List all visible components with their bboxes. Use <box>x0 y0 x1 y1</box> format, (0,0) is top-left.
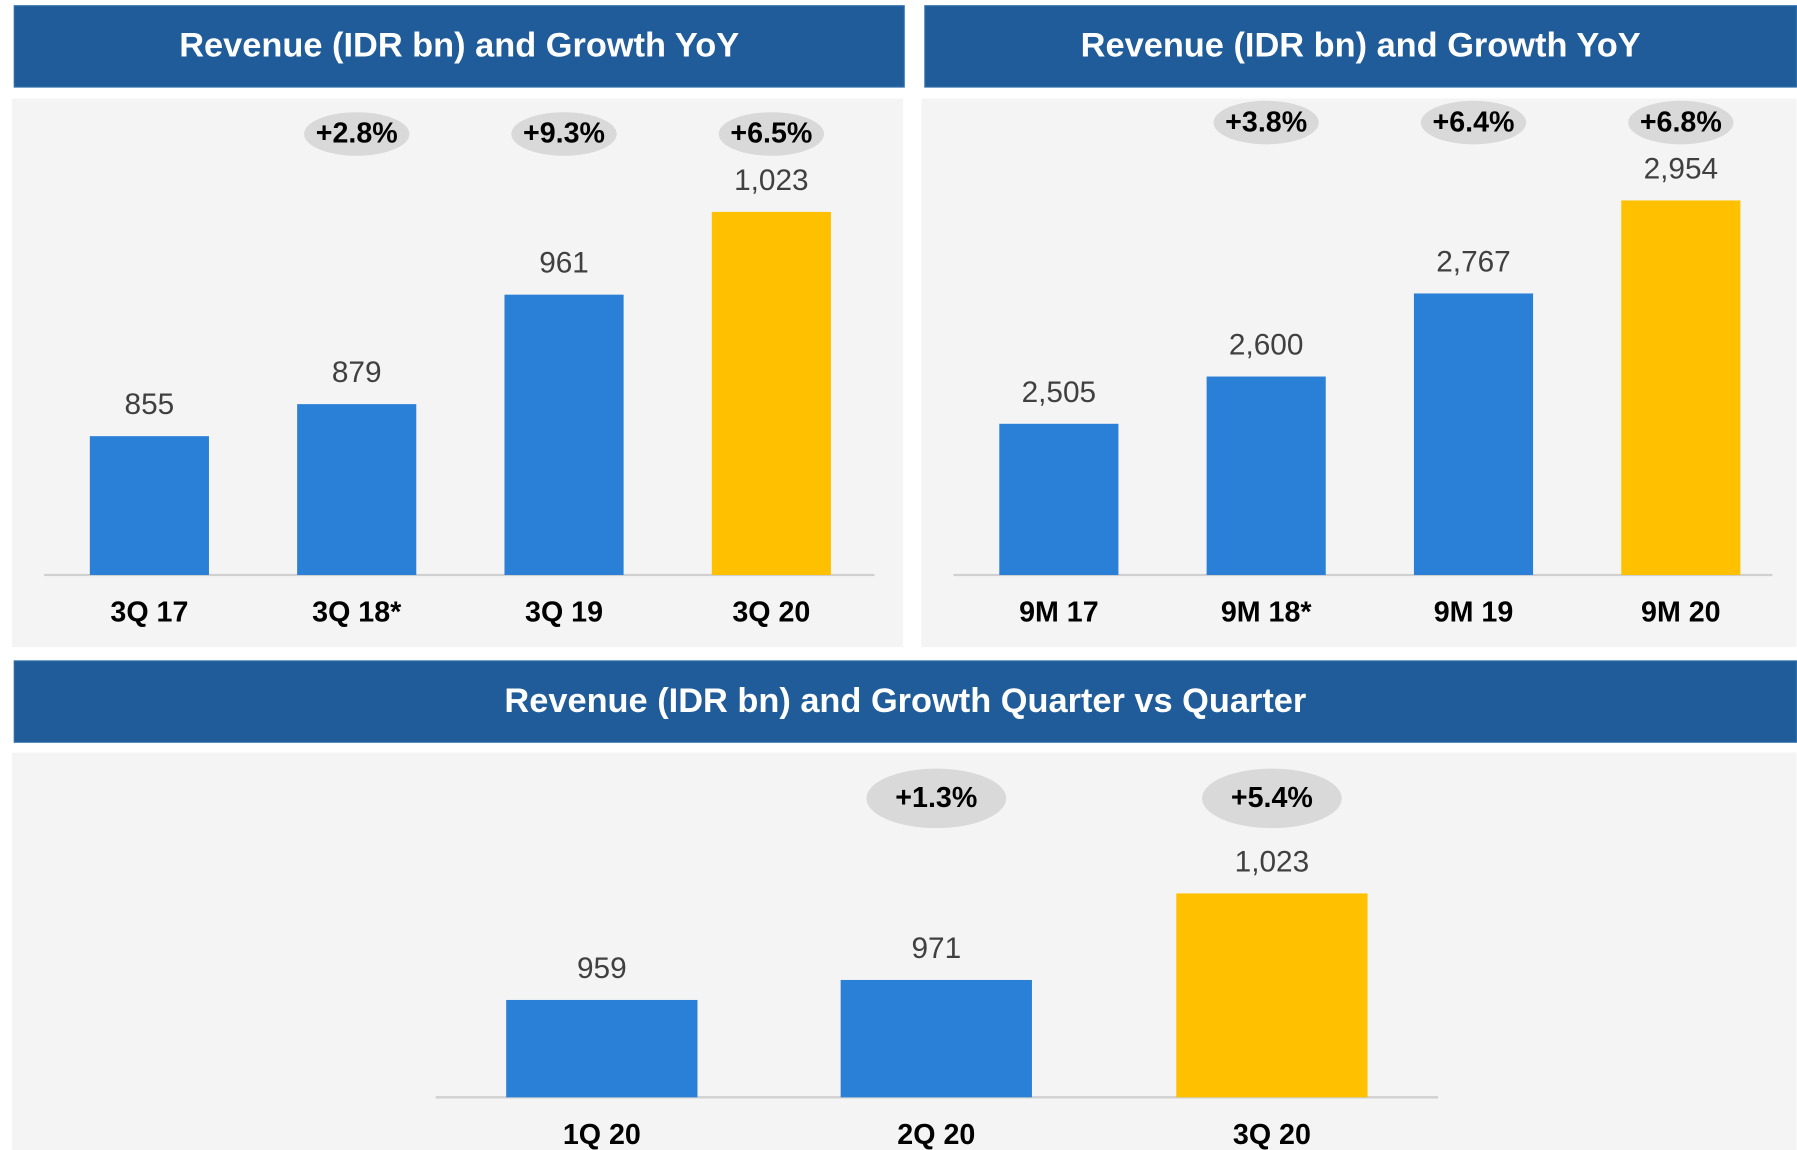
panel-header <box>924 5 1797 88</box>
x-tick-label: 1Q 20 <box>563 1119 641 1150</box>
chart-title: Revenue (IDR bn) and Growth YoY <box>1081 27 1641 65</box>
value-label: 971 <box>911 932 961 965</box>
chart-title: Revenue (IDR bn) and Growth Quarter vs Q… <box>504 682 1306 720</box>
value-label: 1,023 <box>1235 846 1310 879</box>
growth-label: +1.3% <box>895 782 977 814</box>
growth-label: +2.8% <box>316 118 398 150</box>
x-tick-label: 2Q 20 <box>897 1119 975 1150</box>
growth-badge <box>304 112 410 156</box>
chart-title: Revenue (IDR bn) and Growth YoY <box>179 27 739 65</box>
bar <box>89 436 209 575</box>
growth-label: +5.4% <box>1231 782 1313 814</box>
x-tick-label: 3Q 17 <box>110 597 188 629</box>
growth-label: +3.8% <box>1225 106 1307 138</box>
bar <box>840 979 1032 1098</box>
growth-badge <box>1420 100 1527 145</box>
value-label: 961 <box>539 247 589 280</box>
bar <box>297 404 417 575</box>
growth-badge <box>1628 100 1734 145</box>
growth-badge <box>511 112 617 156</box>
bar <box>1206 376 1326 575</box>
growth-label: +9.3% <box>523 118 605 150</box>
value-label: 879 <box>332 356 382 389</box>
x-tick-label: 9M 17 <box>1019 597 1099 629</box>
x-tick-label: 9M 19 <box>1434 597 1514 629</box>
bar <box>1413 293 1534 575</box>
value-label: 2,505 <box>1022 376 1096 409</box>
growth-label: +6.8% <box>1640 106 1722 138</box>
value-label: 2,767 <box>1436 246 1511 279</box>
value-label: 1,023 <box>734 164 809 197</box>
bar <box>504 294 624 575</box>
x-tick-label: 3Q 19 <box>525 597 603 629</box>
value-label: 2,954 <box>1644 153 1719 186</box>
bar <box>999 423 1119 575</box>
bar <box>1176 893 1368 1098</box>
panel-header <box>13 5 905 88</box>
growth-badge <box>718 112 825 156</box>
growth-label: +6.5% <box>730 118 812 150</box>
value-label: 2,600 <box>1229 329 1304 362</box>
panel-header <box>13 660 1797 743</box>
value-label: 855 <box>125 388 175 421</box>
value-label: 959 <box>577 952 627 985</box>
bar <box>506 999 698 1098</box>
x-tick-label: 3Q 20 <box>1233 1119 1311 1150</box>
growth-label: +6.4% <box>1433 106 1515 138</box>
x-tick-label: 9M 20 <box>1641 597 1721 629</box>
x-tick-label: 3Q 18* <box>312 597 402 629</box>
bar <box>711 211 831 575</box>
x-tick-label: 9M 18* <box>1221 597 1313 629</box>
growth-badge <box>1213 100 1319 145</box>
growth-badge <box>1202 768 1342 829</box>
growth-badge <box>866 768 1007 829</box>
x-tick-label: 3Q 20 <box>732 597 810 629</box>
bar <box>1621 200 1741 575</box>
